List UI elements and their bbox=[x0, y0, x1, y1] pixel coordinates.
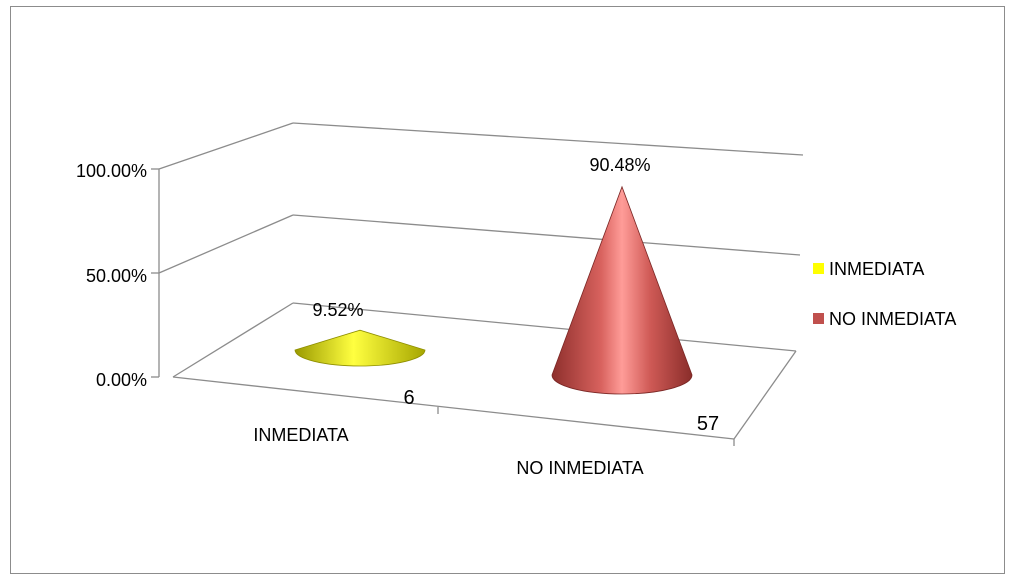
chart-marks bbox=[294, 185, 693, 395]
count-label: 6 bbox=[403, 387, 414, 409]
legend: INMEDIATA NO INMEDIATA bbox=[813, 259, 956, 329]
chart-walls bbox=[158, 122, 804, 446]
legend-swatch bbox=[813, 313, 824, 324]
y-tick-label: 0.00% bbox=[96, 370, 147, 390]
chart-svg: 100.00% 50.00% 0.00% INMEDIATA NO INMEDI… bbox=[76, 122, 956, 478]
legend-label: NO INMEDIATA bbox=[829, 309, 956, 329]
x-tick-label: INMEDIATA bbox=[253, 425, 348, 445]
y-axis: 100.00% 50.00% 0.00% bbox=[76, 161, 159, 390]
data-label: 9.52% bbox=[312, 300, 363, 320]
chart-frame: 100.00% 50.00% 0.00% INMEDIATA NO INMEDI… bbox=[10, 6, 1005, 574]
count-label: 57 bbox=[697, 413, 719, 435]
y-tick-label: 100.00% bbox=[76, 161, 147, 181]
legend-label: INMEDIATA bbox=[829, 259, 924, 279]
x-tick-label: NO INMEDIATA bbox=[516, 458, 643, 478]
data-label: 90.48% bbox=[589, 155, 650, 175]
cone-no-inmediata bbox=[551, 185, 693, 395]
legend-swatch bbox=[813, 263, 824, 274]
y-tick-label: 50.00% bbox=[86, 266, 147, 286]
cone-inmediata bbox=[294, 329, 426, 367]
